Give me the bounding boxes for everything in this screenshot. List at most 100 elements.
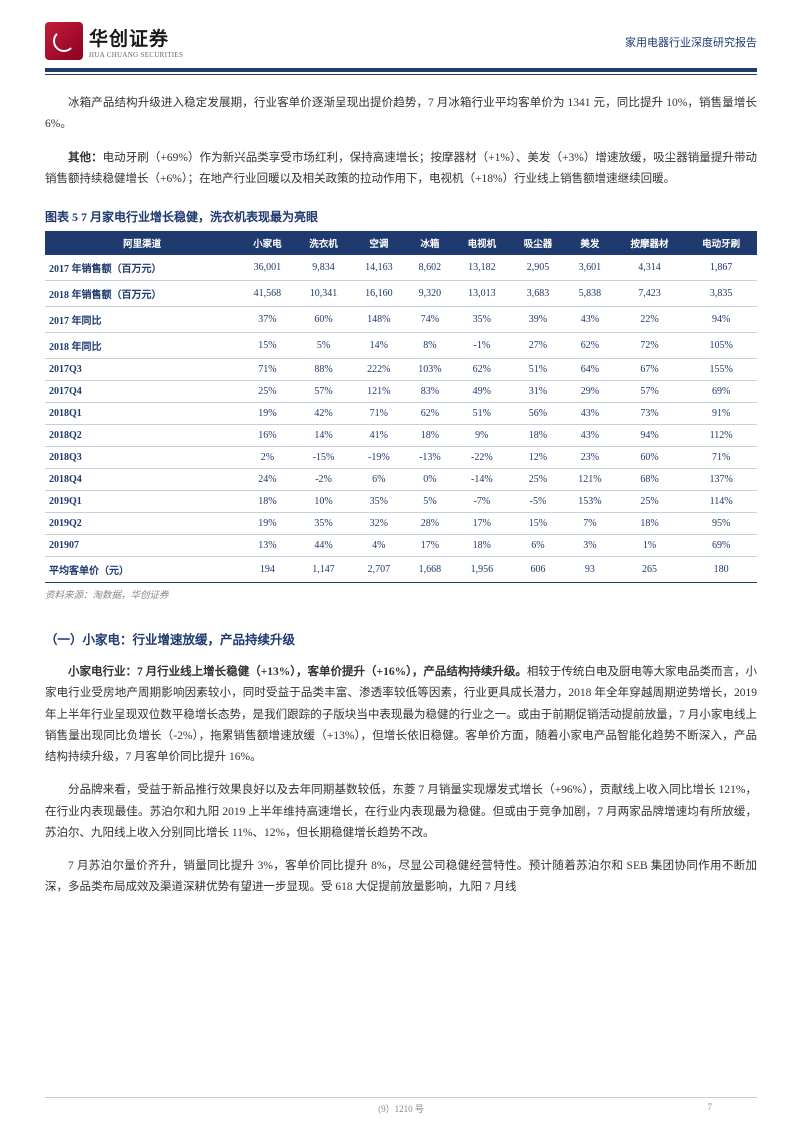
report-type: 家用电器行业深度研究报告 (625, 22, 757, 50)
cell: 12% (510, 447, 566, 469)
cell: -2% (295, 469, 351, 491)
logo-cn: 华创证券 (89, 24, 183, 51)
para-2: 其他：电动牙刷（+69%）作为新兴品类享受市场红利，保持高速增长；按摩器材（+1… (45, 148, 757, 191)
row-label: 201907 (45, 535, 239, 557)
logo-text: 华创证券 HUA CHUANG SECURITIES (89, 24, 183, 59)
header-rule-thin (45, 74, 757, 75)
cell: 1% (614, 535, 686, 557)
cell: 35% (352, 491, 406, 513)
row-label: 2018Q1 (45, 403, 239, 425)
cell: 19% (239, 403, 295, 425)
cell: 71% (352, 403, 406, 425)
col-header: 阿里渠道 (45, 231, 239, 255)
cell: 10,341 (295, 281, 351, 307)
data-table: 阿里渠道小家电洗衣机空调冰箱电视机吸尘器美发按摩器材电动牙刷 2017 年销售额… (45, 231, 757, 583)
cell: 29% (566, 381, 614, 403)
footer-center: (9）1210 号 (297, 1102, 504, 1115)
cell: 155% (685, 359, 757, 381)
cell: 43% (566, 307, 614, 333)
cell: 16% (239, 425, 295, 447)
cell: 105% (685, 333, 757, 359)
col-header: 电视机 (454, 231, 510, 255)
col-header: 美发 (566, 231, 614, 255)
col-header: 空调 (352, 231, 406, 255)
cell: 51% (510, 359, 566, 381)
cell: 62% (566, 333, 614, 359)
cell: -5% (510, 491, 566, 513)
table-row: 2018 年销售额（百万元）41,56810,34116,1609,32013,… (45, 281, 757, 307)
cell: 69% (685, 535, 757, 557)
cell: 17% (454, 513, 510, 535)
cell: 41% (352, 425, 406, 447)
cell: 8,602 (406, 255, 454, 281)
cell: 1,668 (406, 557, 454, 583)
cell: 121% (352, 381, 406, 403)
table-row: 2017 年同比37%60%148%74%35%39%43%22%94% (45, 307, 757, 333)
cell: 5% (295, 333, 351, 359)
cell: 2,905 (510, 255, 566, 281)
cell: 148% (352, 307, 406, 333)
cell: 95% (685, 513, 757, 535)
cell: 6% (510, 535, 566, 557)
cell: 25% (239, 381, 295, 403)
cell: 1,147 (295, 557, 351, 583)
table-caption: 图表 5 7 月家电行业增长稳健，洗衣机表现最为亮眼 (45, 208, 757, 225)
table-row: 2017Q371%88%222%103%62%51%64%67%155% (45, 359, 757, 381)
cell: 5,838 (566, 281, 614, 307)
cell: 112% (685, 425, 757, 447)
cell: 36,001 (239, 255, 295, 281)
cell: 44% (295, 535, 351, 557)
cell: 222% (352, 359, 406, 381)
cell: 2% (239, 447, 295, 469)
cell: 18% (406, 425, 454, 447)
cell: 14,163 (352, 255, 406, 281)
cell: 23% (566, 447, 614, 469)
cell: 60% (614, 447, 686, 469)
page-footer: (9）1210 号 7 (45, 1097, 757, 1115)
table-row: 2018Q119%42%71%62%51%56%43%73%91% (45, 403, 757, 425)
row-label: 平均客单价（元） (45, 557, 239, 583)
table-row: 平均客单价（元）1941,1472,7071,6681,956606932651… (45, 557, 757, 583)
cell: 73% (614, 403, 686, 425)
cell: 137% (685, 469, 757, 491)
row-label: 2018Q4 (45, 469, 239, 491)
cell: 13,182 (454, 255, 510, 281)
cell: 39% (510, 307, 566, 333)
cell: 62% (406, 403, 454, 425)
cell: 93 (566, 557, 614, 583)
row-label: 2018 年销售额（百万元） (45, 281, 239, 307)
cell: 16,160 (352, 281, 406, 307)
col-header: 洗衣机 (295, 231, 351, 255)
cell: 67% (614, 359, 686, 381)
row-label: 2019Q1 (45, 491, 239, 513)
col-header: 吸尘器 (510, 231, 566, 255)
row-label: 2017 年同比 (45, 307, 239, 333)
cell: 62% (454, 359, 510, 381)
cell: 57% (614, 381, 686, 403)
cell: -13% (406, 447, 454, 469)
cell: 94% (685, 307, 757, 333)
cell: 74% (406, 307, 454, 333)
cell: 6% (352, 469, 406, 491)
cell: 42% (295, 403, 351, 425)
cell: 13,013 (454, 281, 510, 307)
footer-spacer (90, 1102, 297, 1115)
cell: 153% (566, 491, 614, 513)
cell: 69% (685, 381, 757, 403)
table-row: 2018Q216%14%41%18%9%18%43%94%112% (45, 425, 757, 447)
cell: 60% (295, 307, 351, 333)
cell: 68% (614, 469, 686, 491)
cell: 64% (566, 359, 614, 381)
cell: 180 (685, 557, 757, 583)
cell: -1% (454, 333, 510, 359)
cell: 94% (614, 425, 686, 447)
para-1: 冰箱产品结构升级进入稳定发展期，行业客单价逐渐呈现出提价趋势，7 月冰箱行业平均… (45, 93, 757, 136)
cell: 1,956 (454, 557, 510, 583)
row-label: 2019Q2 (45, 513, 239, 535)
cell: 18% (614, 513, 686, 535)
cell: 14% (352, 333, 406, 359)
table-head-row: 阿里渠道小家电洗衣机空调冰箱电视机吸尘器美发按摩器材电动牙刷 (45, 231, 757, 255)
cell: 17% (406, 535, 454, 557)
cell: 3% (566, 535, 614, 557)
row-label: 2017 年销售额（百万元） (45, 255, 239, 281)
